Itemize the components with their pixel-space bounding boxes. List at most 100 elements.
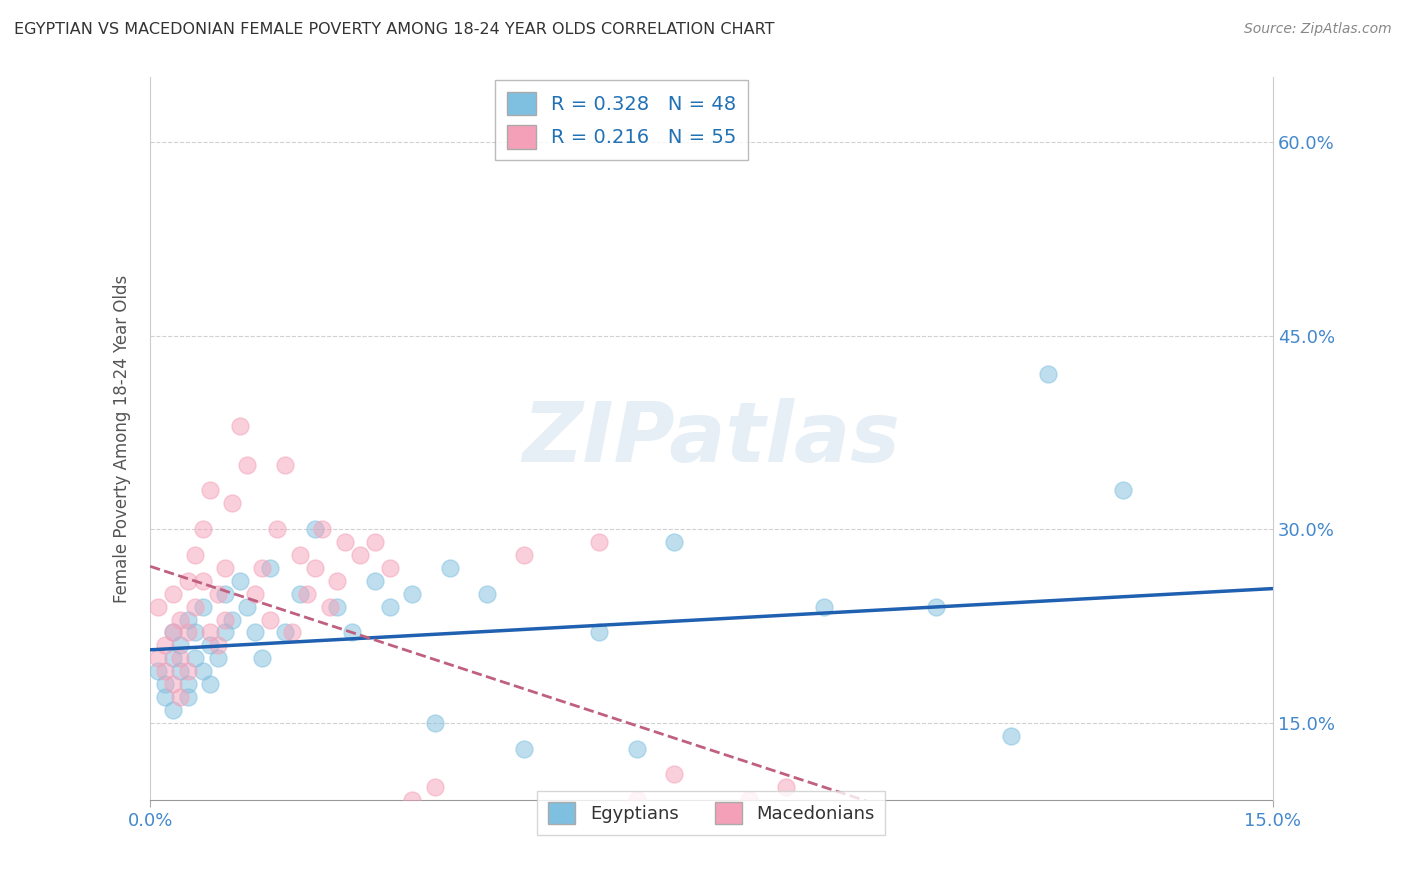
Point — [925, 599, 948, 614]
Point — [153, 677, 176, 691]
Point — [311, 522, 333, 536]
Point — [229, 418, 252, 433]
Point — [221, 613, 243, 627]
Point — [439, 561, 461, 575]
Point — [207, 651, 229, 665]
Point — [214, 613, 236, 627]
Point — [378, 599, 401, 614]
Point — [146, 599, 169, 614]
Point — [214, 561, 236, 575]
Point — [513, 548, 536, 562]
Point — [184, 548, 207, 562]
Point — [259, 613, 281, 627]
Point — [475, 587, 498, 601]
Point — [169, 651, 191, 665]
Point — [297, 587, 319, 601]
Point — [423, 715, 446, 730]
Point — [551, 806, 574, 821]
Point — [813, 599, 835, 614]
Legend: Egyptians, Macedonians: Egyptians, Macedonians — [537, 791, 886, 835]
Point — [738, 793, 761, 807]
Point — [214, 587, 236, 601]
Point — [349, 548, 371, 562]
Point — [662, 767, 685, 781]
Point — [176, 664, 198, 678]
Point — [849, 806, 872, 821]
Point — [887, 806, 910, 821]
Point — [207, 638, 229, 652]
Point — [184, 651, 207, 665]
Point — [162, 677, 184, 691]
Point — [326, 574, 349, 588]
Point — [198, 625, 221, 640]
Point — [401, 793, 423, 807]
Point — [513, 741, 536, 756]
Point — [153, 638, 176, 652]
Point — [588, 625, 610, 640]
Point — [162, 625, 184, 640]
Point — [342, 625, 364, 640]
Point — [626, 741, 648, 756]
Point — [236, 599, 259, 614]
Point — [319, 599, 342, 614]
Point — [849, 832, 872, 847]
Point — [775, 780, 797, 795]
Point — [176, 613, 198, 627]
Point — [153, 690, 176, 704]
Point — [191, 599, 214, 614]
Point — [221, 496, 243, 510]
Point — [176, 677, 198, 691]
Point — [1038, 368, 1060, 382]
Point — [146, 664, 169, 678]
Point — [453, 806, 475, 821]
Point — [191, 574, 214, 588]
Point — [304, 561, 326, 575]
Point — [176, 690, 198, 704]
Point — [252, 651, 274, 665]
Point — [198, 638, 221, 652]
Point — [214, 625, 236, 640]
Point — [281, 625, 304, 640]
Text: ZIPatlas: ZIPatlas — [523, 399, 900, 479]
Point — [363, 574, 385, 588]
Point — [198, 483, 221, 498]
Point — [259, 561, 281, 575]
Point — [252, 561, 274, 575]
Point — [162, 651, 184, 665]
Point — [363, 535, 385, 549]
Point — [229, 574, 252, 588]
Point — [662, 535, 685, 549]
Point — [176, 574, 198, 588]
Point — [266, 522, 288, 536]
Point — [813, 819, 835, 833]
Point — [146, 651, 169, 665]
Point — [153, 664, 176, 678]
Text: Source: ZipAtlas.com: Source: ZipAtlas.com — [1244, 22, 1392, 37]
Point — [191, 664, 214, 678]
Point — [162, 587, 184, 601]
Text: EGYPTIAN VS MACEDONIAN FEMALE POVERTY AMONG 18-24 YEAR OLDS CORRELATION CHART: EGYPTIAN VS MACEDONIAN FEMALE POVERTY AM… — [14, 22, 775, 37]
Point — [207, 587, 229, 601]
Point — [304, 522, 326, 536]
Point — [333, 535, 356, 549]
Point — [184, 599, 207, 614]
Point — [198, 677, 221, 691]
Point — [191, 522, 214, 536]
Point — [243, 587, 266, 601]
Point — [1000, 729, 1022, 743]
Point — [274, 458, 297, 472]
Point — [423, 780, 446, 795]
Point — [626, 793, 648, 807]
Point — [1112, 483, 1135, 498]
Point — [326, 599, 349, 614]
Point — [162, 703, 184, 717]
Point — [700, 806, 723, 821]
Point — [169, 613, 191, 627]
Point — [274, 625, 297, 640]
Y-axis label: Female Poverty Among 18-24 Year Olds: Female Poverty Among 18-24 Year Olds — [114, 275, 131, 603]
Point — [378, 561, 401, 575]
Point — [169, 638, 191, 652]
Point — [176, 625, 198, 640]
Point — [243, 625, 266, 640]
Point — [169, 664, 191, 678]
